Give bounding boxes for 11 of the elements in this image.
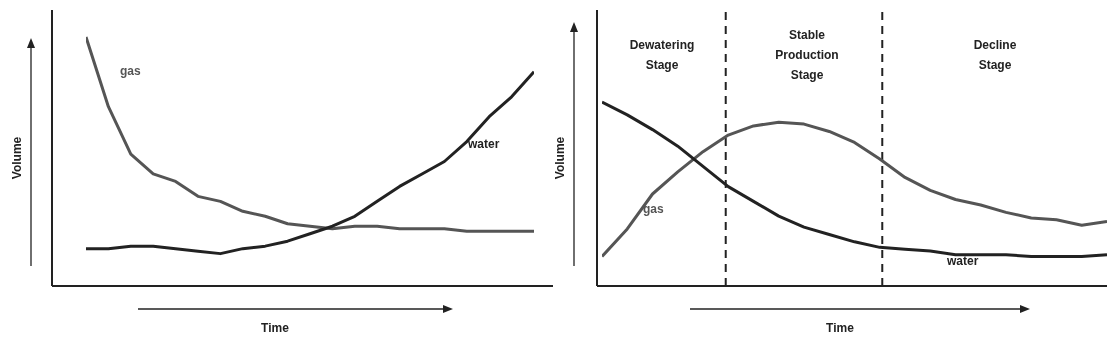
series-label: gas <box>120 64 141 78</box>
x-axis-title: Time <box>826 321 855 335</box>
text: Dewatering Stage <box>629 38 695 72</box>
text: Decline Stage <box>973 38 1017 72</box>
y-axis-title: Volume <box>10 136 24 180</box>
y-axis-title: Volume <box>553 136 567 180</box>
text: Stable Production Stage <box>775 28 839 82</box>
series-label: water <box>467 137 500 151</box>
x-axis-title: Time <box>261 321 290 335</box>
series-label: water <box>946 254 979 268</box>
series-label: gas <box>643 202 664 216</box>
